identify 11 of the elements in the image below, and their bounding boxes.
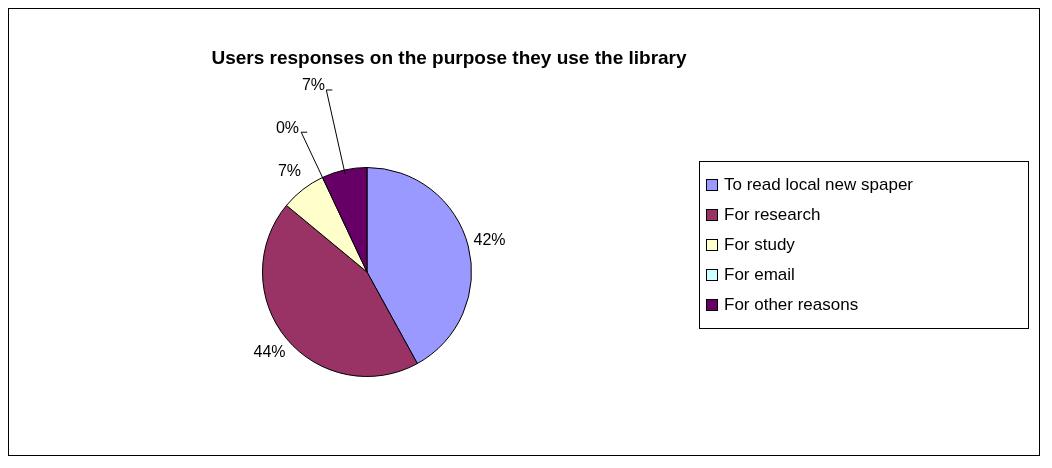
- legend-label: For research: [724, 205, 821, 225]
- legend-label: For email: [724, 265, 795, 285]
- text: 0%: [275, 118, 300, 136]
- data-label: 44%: [253, 343, 286, 361]
- data-label: 42%: [473, 230, 506, 248]
- legend-label: For study: [724, 235, 795, 255]
- data-label: 7%: [277, 162, 302, 180]
- data-label: 7%: [301, 76, 326, 94]
- chart-title: Users responses on the purpose they use the library: [210, 47, 688, 69]
- legend-label: To read local new spaper: [724, 175, 914, 195]
- legend-label: For other reasons: [724, 295, 859, 315]
